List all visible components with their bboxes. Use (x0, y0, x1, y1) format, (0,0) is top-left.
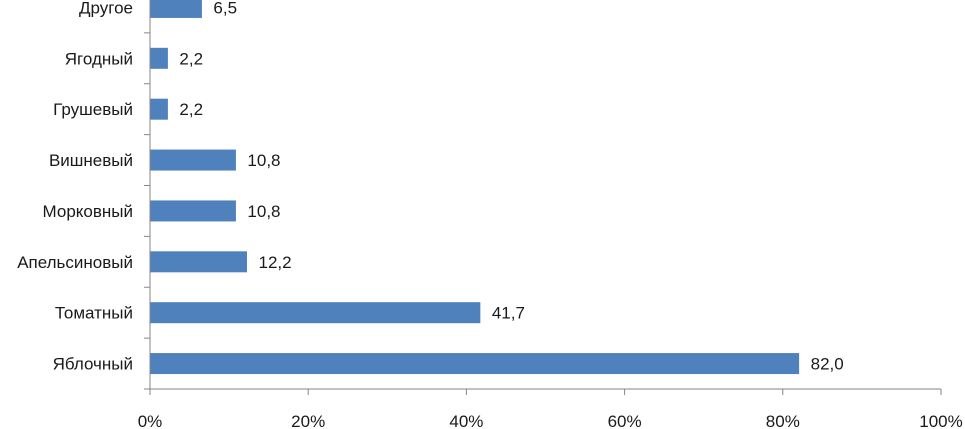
category-label: Грушевый (53, 100, 133, 119)
category-label: Другое (79, 0, 133, 17)
category-label: Яблочный (53, 355, 133, 374)
x-tick-label: 100% (919, 412, 962, 429)
bar (150, 47, 168, 69)
bar (150, 98, 168, 120)
value-label: 82,0 (811, 355, 844, 374)
value-label: 12,2 (259, 253, 292, 272)
x-tick-label: 20% (291, 412, 325, 429)
x-tick-label: 60% (608, 412, 642, 429)
category-label: Апельсиновый (17, 253, 133, 272)
bar (150, 0, 202, 18)
value-label: 41,7 (492, 304, 525, 323)
value-label: 6,5 (213, 0, 237, 17)
bar (150, 149, 236, 171)
labels-group: 0% 20% 40% 60% 80% 100% Яблочный 82,0 Томатный 41… (17, 0, 963, 429)
value-label: 10,8 (247, 151, 280, 170)
bar (150, 302, 481, 324)
value-label: 10,8 (247, 202, 280, 221)
axes-group (144, 0, 942, 395)
bars-group (150, 0, 800, 375)
bar (150, 353, 800, 375)
category-label: Ягодный (65, 49, 133, 68)
bar (150, 200, 236, 222)
bar (150, 251, 248, 273)
x-tick-label: 80% (766, 412, 800, 429)
value-label: 2,2 (179, 100, 203, 119)
category-label: Морковный (43, 202, 133, 221)
x-tick-label: 0% (138, 412, 163, 429)
category-label: Вишневый (49, 151, 133, 170)
value-label: 2,2 (179, 49, 203, 68)
category-label: Томатный (55, 304, 133, 323)
x-tick-label: 40% (449, 412, 483, 429)
